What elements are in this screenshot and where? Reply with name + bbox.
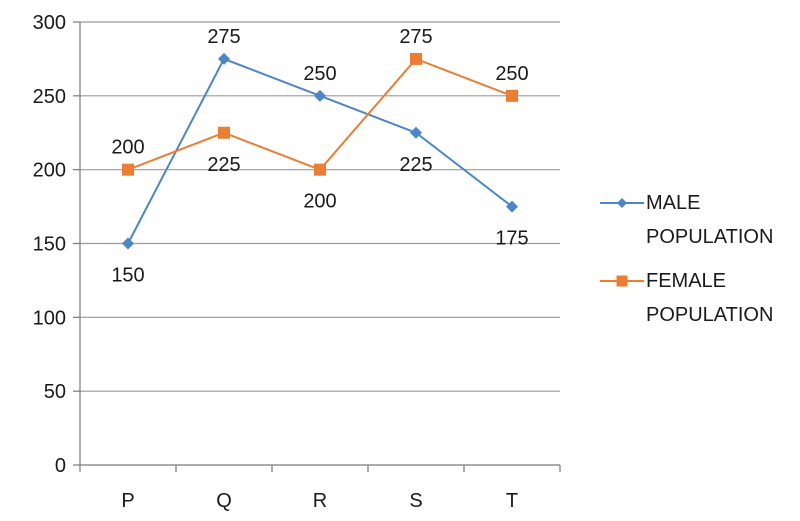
data-label: 275 [207,26,240,48]
legend: MALE POPULATION FEMALE POPULATION [598,186,798,342]
y-tick-label: 250 [33,86,66,108]
data-label: 200 [111,137,144,159]
data-point-female [506,89,518,102]
data-label: 150 [111,265,144,287]
legend-label-female: FEMALE POPULATION [646,270,774,326]
x-tick-label-q: Q [216,490,232,512]
y-tick-label: 150 [33,234,66,256]
x-tick-label-s: S [409,490,422,512]
data-point-male [122,237,134,250]
data-labels: 150 275 250 225 175 200 225 200 275 250 [111,26,528,287]
y-tick-label: 300 [33,12,66,34]
data-point-female [122,163,134,176]
data-point-female [218,126,230,139]
legend-swatch-female [600,275,644,287]
x-tick-label-r: R [313,490,327,512]
series-line-0 [127,57,513,244]
axes [73,21,561,472]
data-label: 200 [303,191,336,213]
series-group [122,52,518,250]
y-tick-label: 0 [55,455,66,477]
y-tick-label: 50 [44,381,66,403]
x-tick-label-t: T [506,490,518,512]
x-tick-label-p: P [121,490,134,512]
y-tick-label: 100 [33,307,66,329]
data-point-male [314,89,326,102]
data-label: 275 [399,26,432,48]
legend-item-male: MALE POPULATION [598,186,798,254]
data-point-male [410,126,422,139]
legend-swatch-male [600,198,644,208]
data-label: 225 [399,154,432,176]
data-point-female [410,52,422,65]
x-tick-labels: P Q R S T [121,490,518,512]
legend-label-male: MALE POPULATION [646,192,774,248]
y-tick-labels: 0 50 100 150 200 250 300 [33,12,66,477]
data-label: 175 [495,228,528,250]
data-point-male [506,200,518,213]
data-label: 250 [303,63,336,85]
y-tick-label: 200 [33,160,66,182]
data-label: 250 [495,63,528,85]
data-point-male [218,52,230,65]
data-label: 225 [207,154,240,176]
data-point-female [314,163,326,176]
legend-item-female: FEMALE POPULATION [598,264,798,332]
